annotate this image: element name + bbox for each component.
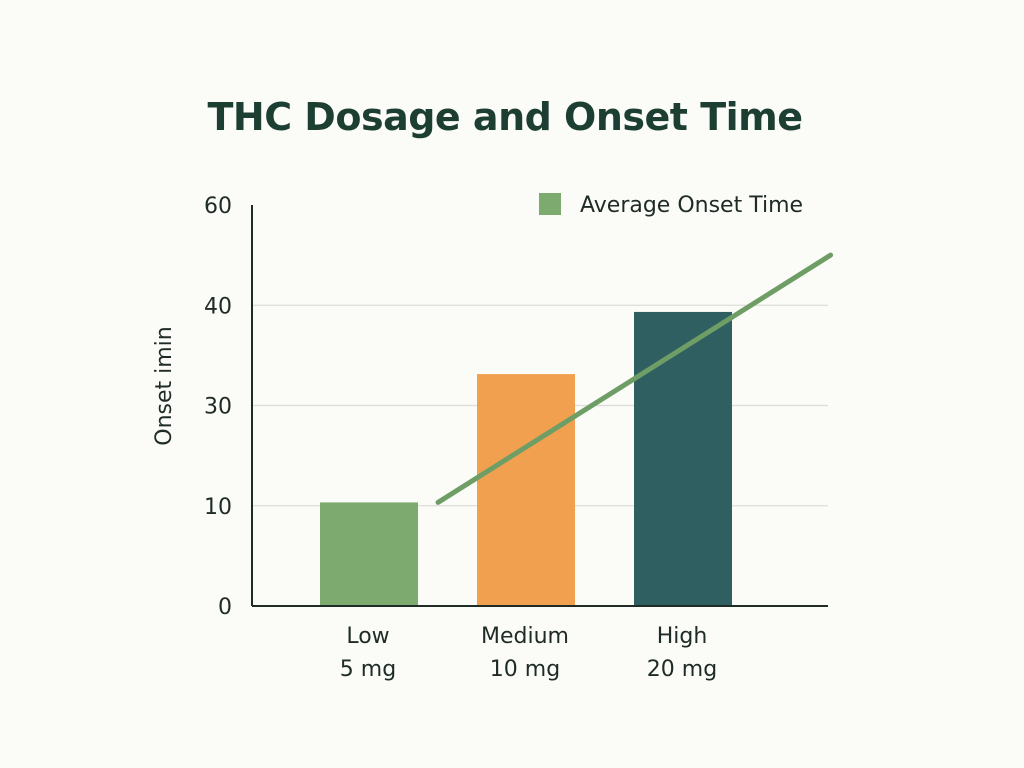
y-tick-label: 40 [204, 294, 232, 319]
x-category-dose-label: 10 mg [490, 657, 560, 682]
bars [320, 311, 732, 606]
bar [320, 502, 418, 606]
axes [251, 205, 828, 607]
y-tick-label: 60 [204, 194, 232, 219]
trend-line [435, 252, 834, 505]
x-category-dose-label: 20 mg [647, 657, 717, 682]
y-tick-label: 30 [204, 395, 232, 420]
x-category-dose-label: 5 mg [340, 657, 396, 682]
y-axis-title: Onset imin [152, 326, 177, 445]
x-category-label: High [657, 624, 708, 649]
legend: Average Onset Time [539, 193, 803, 218]
y-tick-label: 10 [204, 495, 232, 520]
legend-label: Average Onset Time [580, 193, 803, 218]
y-tick-label: 0 [218, 595, 232, 620]
x-category-label: Medium [481, 624, 569, 649]
chart-title: THC Dosage and Onset Time [207, 95, 803, 139]
bar [634, 311, 732, 606]
x-category-label: Low [346, 624, 389, 649]
trend-line-segment [435, 252, 834, 505]
labels: 0 10 30 40 60 Low 5 mg Medium 10 mg High 20 mg Onse… [152, 194, 717, 682]
legend-swatch [539, 193, 561, 215]
bar [477, 374, 575, 606]
